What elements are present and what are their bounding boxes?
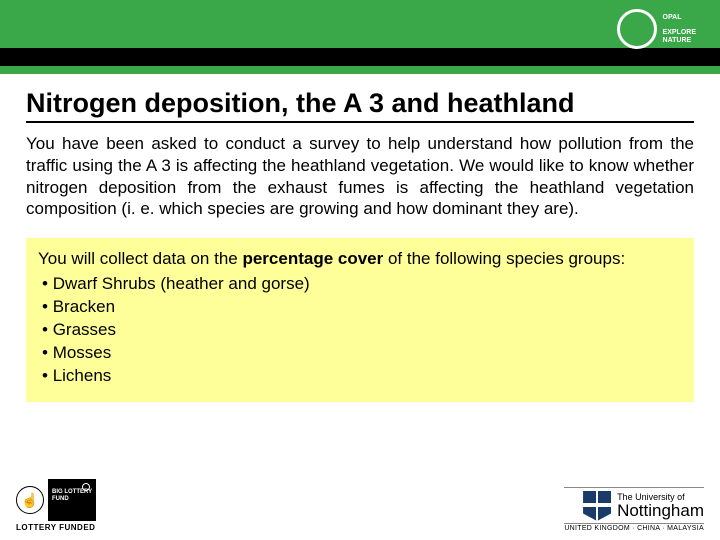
big-lottery-dot-icon: [82, 483, 90, 491]
page-title: Nitrogen deposition, the A 3 and heathla…: [26, 88, 694, 123]
footer-right-logo: The University of Nottingham UNITED KING…: [564, 487, 704, 532]
lottery-ball-icon: ☝: [16, 486, 44, 514]
opal-ring-icon: [617, 9, 657, 49]
slide-content: Nitrogen deposition, the A 3 and heathla…: [0, 74, 720, 402]
footer-left-logos: ☝ BIG LOTTERY FUND LOTTERY FUNDED: [16, 479, 96, 532]
list-item: Dwarf Shrubs (heather and gorse): [38, 273, 682, 296]
lead-post: of the following species groups:: [383, 249, 625, 268]
header-band: OPAL EXPLORE NATURE: [0, 0, 720, 74]
university-name: Nottingham: [617, 502, 704, 519]
header-black-strip: [0, 48, 720, 66]
lottery-logo-block: ☝ BIG LOTTERY FUND LOTTERY FUNDED: [16, 479, 96, 532]
list-item: Grasses: [38, 319, 682, 342]
lottery-funded-label: LOTTERY FUNDED: [16, 523, 96, 532]
university-logo: The University of Nottingham: [564, 491, 704, 521]
lead-bold: percentage cover: [242, 249, 383, 268]
big-lottery-fund-logo: BIG LOTTERY FUND: [48, 479, 96, 521]
highlight-box: You will collect data on the percentage …: [26, 238, 694, 402]
footer: ☝ BIG LOTTERY FUND LOTTERY FUNDED The Un…: [0, 470, 720, 540]
opal-logo-text: OPAL EXPLORE NATURE: [663, 6, 696, 52]
uni-top-rule: [564, 487, 704, 490]
list-item: Mosses: [38, 342, 682, 365]
lottery-hand-icon: ☝: [21, 492, 38, 509]
lead-pre: You will collect data on the: [38, 249, 242, 268]
species-list: Dwarf Shrubs (heather and gorse) Bracken…: [38, 273, 682, 388]
list-item: Bracken: [38, 296, 682, 319]
opal-logo: OPAL EXPLORE NATURE: [617, 6, 696, 52]
university-crest-icon: [583, 491, 611, 521]
opal-brand: OPAL: [663, 14, 696, 22]
university-campuses: UNITED KINGDOM · CHINA · MALAYSIA: [564, 523, 704, 532]
list-item: Lichens: [38, 365, 682, 388]
opal-tagline: EXPLORE NATURE: [663, 29, 696, 44]
highlight-lead: You will collect data on the percentage …: [38, 248, 682, 271]
university-text: The University of Nottingham: [617, 493, 704, 519]
intro-paragraph: You have been asked to conduct a survey …: [26, 133, 694, 220]
